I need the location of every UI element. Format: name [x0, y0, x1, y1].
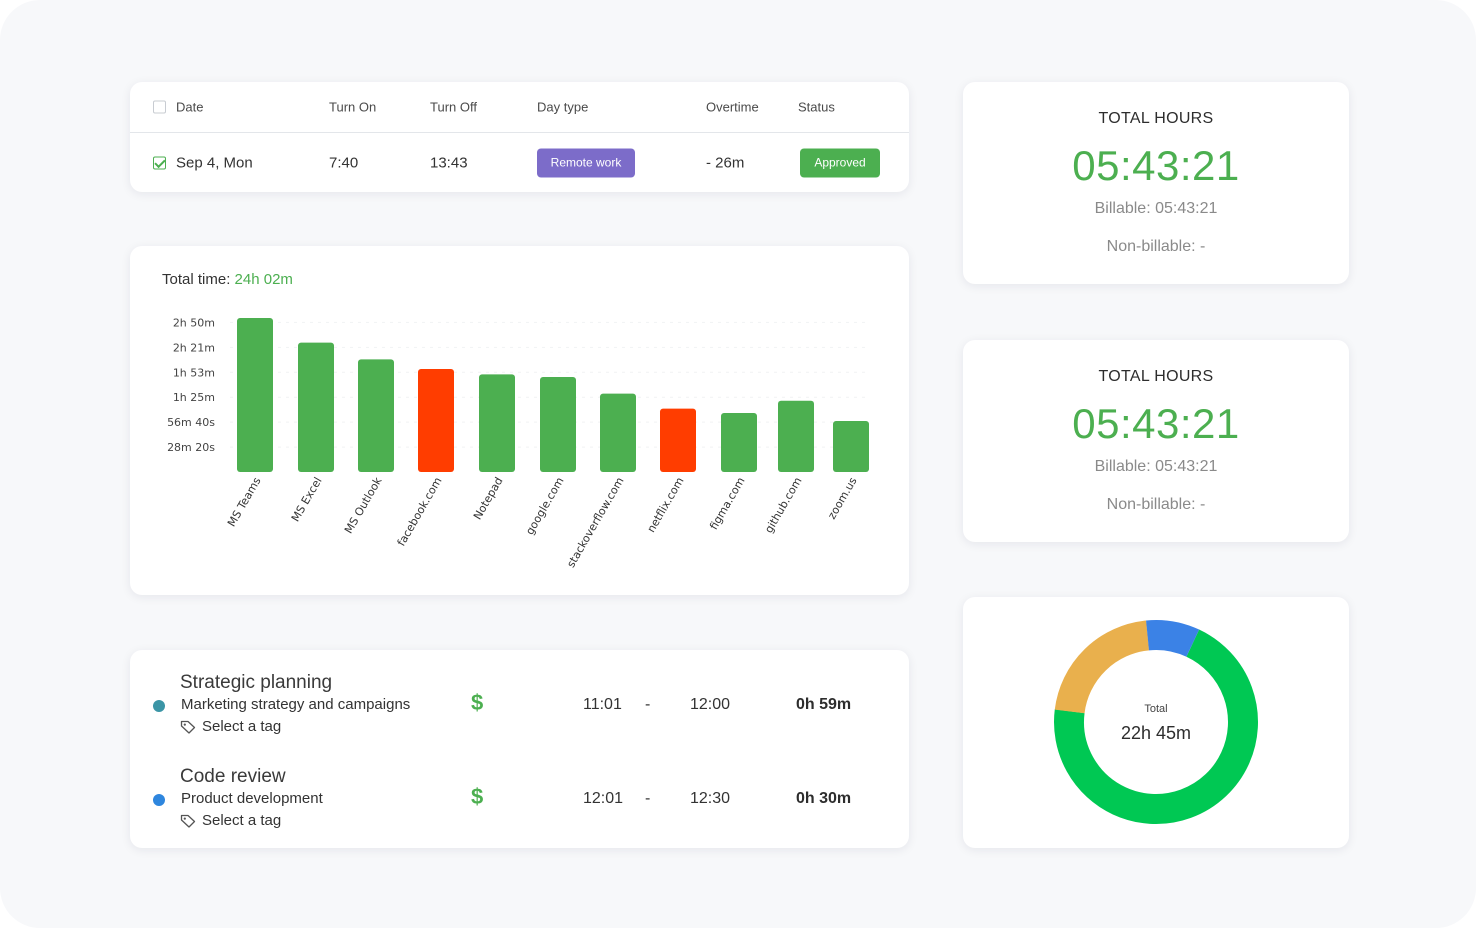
total-hours-title: TOTAL HOURS: [1098, 110, 1214, 127]
total-hours-value: 05:43:21: [1072, 400, 1240, 447]
select-tag-button[interactable]: Select a tag: [180, 812, 281, 829]
select-tag-button[interactable]: Select a tag: [180, 718, 281, 735]
project-color-dot: [153, 700, 165, 712]
table-row[interactable]: Sep 4, Mon 7:40 13:43 Remote work - 26m …: [130, 133, 909, 192]
turn-on-value: 7:40: [329, 154, 359, 171]
task-start-time[interactable]: 12:01: [583, 790, 624, 807]
donut-segment[interactable]: [1054, 620, 1258, 824]
project-color-dot: [153, 794, 165, 806]
list-item[interactable]: Code review Product development Select a…: [130, 762, 909, 852]
task-end-time[interactable]: 12:00: [690, 696, 731, 713]
attendance-table: Date Turn On Turn Off Day type Overtime …: [130, 82, 909, 192]
x-tick-label: zoom.us: [825, 475, 859, 522]
task-list: Strategic planning Marketing strategy an…: [130, 650, 909, 848]
column-header-date[interactable]: Date: [176, 99, 204, 115]
task-title: Code review: [180, 766, 286, 787]
bar-github-com[interactable]: [778, 400, 814, 472]
x-tick-label: MS Teams: [225, 475, 264, 529]
non-billable-hours: Non-billable: -: [1106, 496, 1206, 513]
column-header-turn-on[interactable]: Turn On: [329, 99, 377, 115]
list-item[interactable]: Strategic planning Marketing strategy an…: [130, 668, 909, 758]
bar-facebook-com[interactable]: [418, 369, 454, 472]
day-type-badge[interactable]: Remote work: [537, 148, 635, 177]
non-billable-hours: Non-billable: -: [1106, 238, 1206, 255]
bar-ms-outlook[interactable]: [358, 359, 394, 472]
y-tick-label: 1h 53m: [173, 366, 215, 379]
task-end-time[interactable]: 12:30: [690, 790, 731, 807]
row-checkbox[interactable]: [153, 156, 166, 169]
select-tag-label: Select a tag: [202, 718, 282, 735]
total-time-summary: Total time: 24h 02m: [162, 271, 293, 288]
select-all-checkbox[interactable]: [153, 100, 166, 114]
app-usage-chart-card: Total time: 24h 02m 28m 20s 56m 40s 1h 25m…: [130, 246, 909, 595]
task-duration: 0h 59m: [796, 696, 852, 713]
overtime-value: - 26m: [706, 154, 745, 171]
x-tick-label: google.com: [523, 475, 566, 537]
billable-hours: Billable: 05:43:21: [1094, 458, 1218, 475]
total-time-label: Total time:: [162, 271, 231, 288]
x-tick-label: netflix.com: [645, 475, 687, 535]
task-duration: 0h 30m: [796, 790, 852, 807]
date-link[interactable]: Sep 4, Mon: [176, 154, 253, 171]
bar-google-com[interactable]: [540, 376, 576, 472]
task-title: Strategic planning: [180, 672, 333, 693]
donut-center-value: 22h 45m: [1120, 723, 1192, 743]
table-header: Date Turn On Turn Off Day type Overtime …: [130, 82, 909, 133]
x-tick-label: facebook.com: [395, 475, 445, 548]
task-project: Product development: [181, 790, 323, 807]
tag-icon: [180, 720, 196, 734]
column-header-overtime[interactable]: Overtime: [706, 99, 759, 115]
bar-figma-com[interactable]: [721, 413, 757, 472]
time-separator: -: [645, 696, 651, 713]
total-time-donut-card: Total 22h 45m: [963, 597, 1349, 848]
select-tag-label: Select a tag: [202, 812, 282, 829]
bar-zoom-us[interactable]: [833, 420, 869, 472]
bar-stackoverflow-com[interactable]: [600, 393, 636, 472]
turn-off-value: 13:43: [430, 154, 468, 171]
y-tick-label: 1h 25m: [173, 391, 215, 404]
x-tick-label: stackoverflow.com: [564, 475, 626, 570]
column-header-status[interactable]: Status: [798, 99, 835, 115]
task-project: Marketing strategy and campaigns: [181, 696, 411, 713]
bar-ms-excel[interactable]: [298, 342, 334, 472]
bar-chart: 28m 20s 56m 40s 1h 25m 1h 53m 2h 21m 2h 50m MS…: [167, 316, 870, 570]
bar-ms-teams[interactable]: [237, 318, 273, 472]
donut-center-label: Total: [1144, 703, 1168, 715]
tag-icon: [180, 814, 196, 828]
bar-notepad[interactable]: [479, 374, 515, 472]
total-hours-value: 05:43:21: [1072, 142, 1240, 189]
donut-chart: [1054, 620, 1258, 824]
billable-dollar-icon[interactable]: $: [471, 784, 484, 809]
total-hours-title: TOTAL HOURS: [1098, 368, 1214, 385]
total-hours-card: TOTAL HOURS 05:43:21 Billable: 05:43:21 …: [963, 82, 1349, 284]
x-tick-label: figma.com: [707, 475, 747, 532]
billable-dollar-icon[interactable]: $: [471, 690, 484, 715]
y-tick-label: 2h 21m: [173, 341, 215, 354]
x-tick-label: MS Outlook: [342, 474, 385, 535]
y-tick-label: 56m 40s: [167, 416, 215, 429]
x-tick-label: MS Excel: [289, 475, 325, 524]
status-badge[interactable]: Approved: [800, 148, 880, 177]
billable-hours: Billable: 05:43:21: [1094, 200, 1218, 217]
time-separator: -: [645, 790, 651, 807]
x-tick-label: Notepad: [471, 475, 506, 522]
total-hours-card: TOTAL HOURS 05:43:21 Billable: 05:43:21 …: [963, 340, 1349, 542]
column-header-day-type[interactable]: Day type: [537, 99, 589, 115]
column-header-turn-off[interactable]: Turn Off: [430, 99, 477, 115]
bar-netflix-com[interactable]: [660, 408, 696, 472]
task-start-time[interactable]: 11:01: [583, 696, 622, 713]
y-tick-label: 28m 20s: [167, 441, 215, 454]
x-tick-label: github.com: [762, 475, 804, 535]
total-time-value: 24h 02m: [234, 271, 293, 288]
y-tick-label: 2h 50m: [173, 316, 215, 329]
